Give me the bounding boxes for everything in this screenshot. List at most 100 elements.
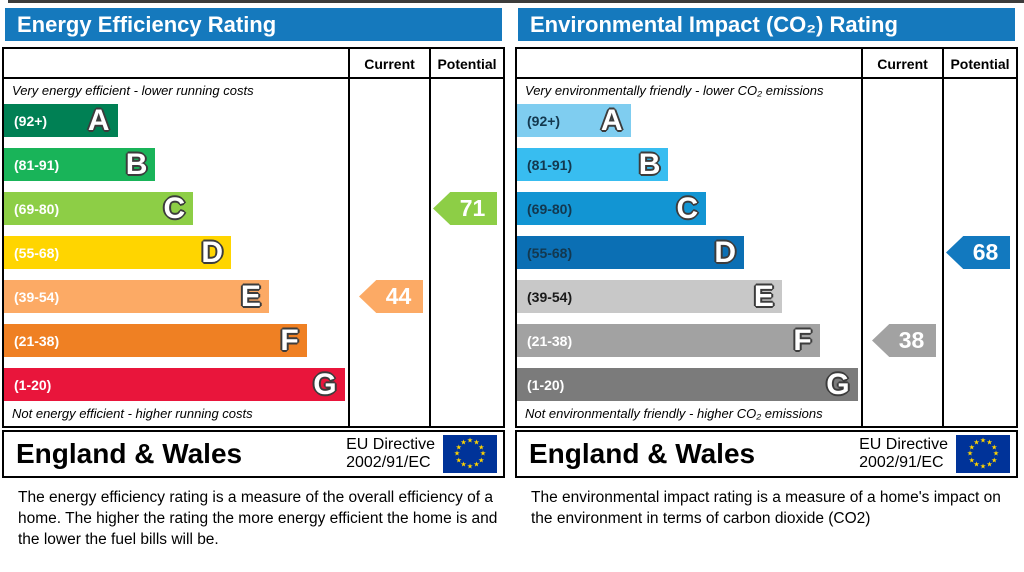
band-range-label: (1-20) xyxy=(527,376,565,393)
band-bar-g: (1-20) G xyxy=(4,368,345,401)
band-letter: D xyxy=(714,235,737,269)
band-letter: B xyxy=(125,147,148,181)
eu-directive-label: EU Directive 2002/91/EC xyxy=(346,436,435,473)
table-header-row: Current Potential xyxy=(4,49,503,79)
band-row: (92+) A xyxy=(4,104,348,137)
co2-band-bar-d: (55-68) D xyxy=(517,235,745,269)
potential-column: 71 xyxy=(429,79,503,426)
eu-star-icon: ★ xyxy=(460,461,467,469)
table-body-row: Very energy efficient - lower running co… xyxy=(4,79,503,426)
band-row: (21-38) F xyxy=(4,324,348,357)
band-row: (39-54) E xyxy=(4,280,348,313)
band-bar-f: (21-38) F xyxy=(4,324,307,357)
band-row: (69-80) C xyxy=(4,192,348,225)
eu-star-icon: ★ xyxy=(968,457,975,464)
potential-column-header: Potential xyxy=(429,49,503,77)
caption-top: Very energy efficient - lower running co… xyxy=(12,83,254,98)
eu-star-icon: ★ xyxy=(473,439,480,447)
band-row: (55-68) D xyxy=(4,236,348,269)
band-bar-c: (69-80) C xyxy=(4,191,194,225)
eu-star-icon: ★ xyxy=(968,444,975,451)
band-row: (1-20) G xyxy=(517,368,861,401)
band-letter: A xyxy=(87,103,110,137)
co2-rating-table: Current Potential Very environmentally f… xyxy=(515,47,1018,428)
current-rating-arrow: 38 xyxy=(872,324,936,357)
band-row: (92+) A xyxy=(517,104,861,137)
current-rating-value: 44 xyxy=(385,283,412,309)
co2-band-bar-e: (39-54) E xyxy=(517,280,782,313)
eu-star-icon: ★ xyxy=(455,457,462,464)
eu-star-icon: ★ xyxy=(973,461,980,469)
band-range-label: (81-91) xyxy=(527,156,573,173)
current-column: 38 xyxy=(861,79,942,426)
table-header-row: Current Potential xyxy=(517,49,1016,79)
band-letter: C xyxy=(163,191,186,225)
band-range-label: (39-54) xyxy=(527,288,573,305)
co2-band-bar-g: (1-20) G xyxy=(517,368,858,401)
header-spacer-cell xyxy=(517,49,861,77)
eu-directive-line1: EU Directive xyxy=(346,435,435,453)
panel-title-environmental: Environmental Impact (CO₂) Rating xyxy=(518,8,1015,41)
panel-title-energy: Energy Efficiency Rating xyxy=(5,8,502,41)
band-letter: E xyxy=(240,279,261,313)
band-range-label: (92+) xyxy=(14,112,48,129)
band-bar-b: (81-91) B xyxy=(4,147,156,181)
potential-rating-value: 71 xyxy=(459,195,486,221)
band-range-label: (1-20) xyxy=(14,376,52,393)
epc-charts-container: Energy Efficiency Rating Current Potenti… xyxy=(0,3,1024,551)
current-column-header: Current xyxy=(348,49,429,77)
eu-star-icon: ★ xyxy=(479,450,487,458)
co2-band-chart: Very environmentally friendly - lower CO… xyxy=(517,79,861,426)
band-letter: F xyxy=(280,323,299,357)
eu-star-icon: ★ xyxy=(453,450,461,458)
band-row: (81-91) B xyxy=(4,148,348,181)
band-letter: A xyxy=(600,103,623,137)
band-range-label: (69-80) xyxy=(527,200,573,217)
energy-rating-table: Current Potential Very energy efficient … xyxy=(2,47,505,428)
band-letter: F xyxy=(793,323,812,357)
band-range-label: (21-38) xyxy=(527,332,573,349)
panel-environmental-impact: Environmental Impact (CO₂) Rating Curren… xyxy=(515,8,1018,551)
caption-bottom: Not energy efficient - higher running co… xyxy=(12,406,253,421)
region-label: England & Wales xyxy=(16,438,243,469)
co2-band-bar-f: (21-38) F xyxy=(517,324,820,357)
band-row: (55-68) D xyxy=(517,236,861,269)
band-letter: G xyxy=(826,367,850,401)
eu-star-icon: ★ xyxy=(478,444,485,451)
eu-star-icon: ★ xyxy=(991,444,998,451)
band-row: (1-20) G xyxy=(4,368,348,401)
band-range-label: (55-68) xyxy=(527,244,573,261)
band-row: (39-54) E xyxy=(517,280,861,313)
current-rating-arrow: 44 xyxy=(359,280,423,313)
eu-star-icon: ★ xyxy=(466,463,474,471)
co2-band-bar-b: (81-91) B xyxy=(517,147,669,181)
current-rating-value: 38 xyxy=(898,327,925,353)
band-bar-a: (92+) A xyxy=(4,104,118,137)
region-footer: England & Wales EU Directive 2002/91/EC … xyxy=(515,430,1018,478)
band-letter: E xyxy=(753,279,774,313)
band-letter: G xyxy=(313,367,337,401)
band-range-label: (21-38) xyxy=(14,332,60,349)
rating-description: The environmental impact rating is a mea… xyxy=(531,489,1001,527)
co2-bands: (92+) A (81-91) B (69-80 xyxy=(517,104,861,401)
energy-bands: (92+) A (81-91) B (69-80 xyxy=(4,104,348,401)
band-row: (69-80) C xyxy=(517,192,861,225)
eu-star-icon: ★ xyxy=(455,444,462,451)
eu-star-icon: ★ xyxy=(966,450,974,458)
eu-star-icon: ★ xyxy=(986,461,993,469)
band-range-label: (81-91) xyxy=(14,156,60,173)
band-letter: D xyxy=(201,235,224,269)
eu-star-icon: ★ xyxy=(478,457,485,464)
eu-star-icon: ★ xyxy=(466,437,474,445)
region-footer: England & Wales EU Directive 2002/91/EC … xyxy=(2,430,505,478)
eu-star-icon: ★ xyxy=(473,461,480,469)
eu-star-icon: ★ xyxy=(991,457,998,464)
energy-band-chart: Very energy efficient - lower running co… xyxy=(4,79,348,426)
potential-column: 68 xyxy=(942,79,1016,426)
eu-star-icon: ★ xyxy=(986,439,993,447)
table-body-row: Very environmentally friendly - lower CO… xyxy=(517,79,1016,426)
rating-description: The energy efficiency rating is a measur… xyxy=(18,489,498,548)
panel-energy-efficiency: Energy Efficiency Rating Current Potenti… xyxy=(2,8,505,551)
band-letter: B xyxy=(638,147,661,181)
band-bar-e: (39-54) E xyxy=(4,280,269,313)
